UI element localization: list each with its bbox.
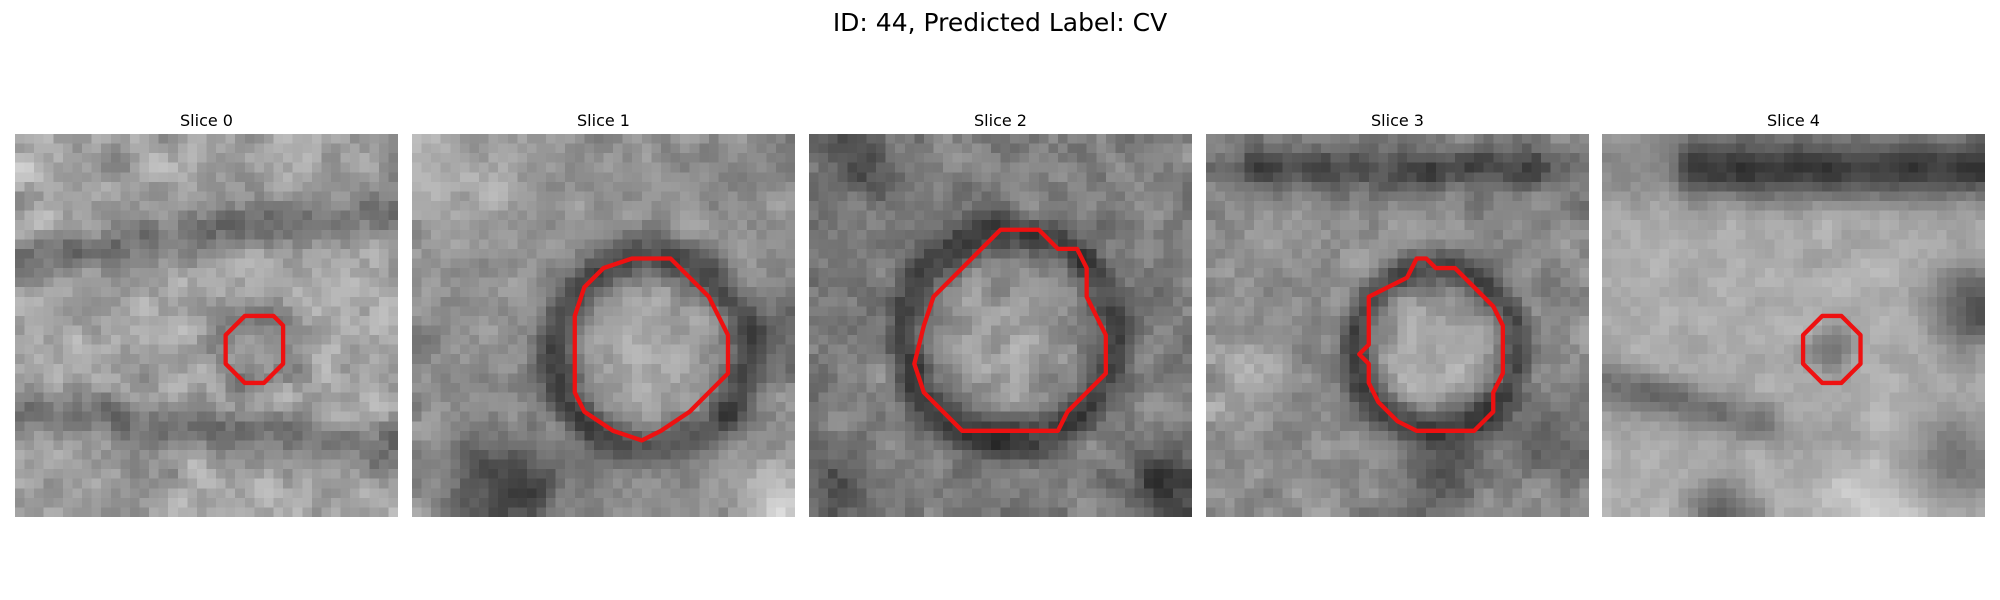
slice-image (1602, 134, 1985, 517)
contour-outline (223, 313, 286, 386)
slice-panel-0: Slice 0 (15, 104, 398, 518)
slice-image (1206, 134, 1589, 517)
slice-panel-1: Slice 1 (412, 104, 795, 518)
slice-title: Slice 4 (1767, 111, 1820, 130)
slice-image (15, 134, 398, 517)
contour-outline (1800, 313, 1863, 386)
slice-image (412, 134, 795, 517)
contour-outline (912, 227, 1108, 433)
figure-title: ID: 44, Predicted Label: CV (832, 8, 1168, 37)
slice-panel-4: Slice 4 (1602, 104, 1985, 518)
slice-title: Slice 0 (180, 111, 233, 130)
slice-image (809, 134, 1192, 517)
contour-outline (572, 256, 731, 443)
slice-panel-3: Slice 3 (1206, 104, 1589, 518)
contour-outline (1357, 256, 1505, 433)
slice-title: Slice 2 (974, 111, 1027, 130)
slice-title: Slice 3 (1371, 111, 1424, 130)
slice-title: Slice 1 (577, 111, 630, 130)
slice-panel-2: Slice 2 (809, 104, 1192, 518)
